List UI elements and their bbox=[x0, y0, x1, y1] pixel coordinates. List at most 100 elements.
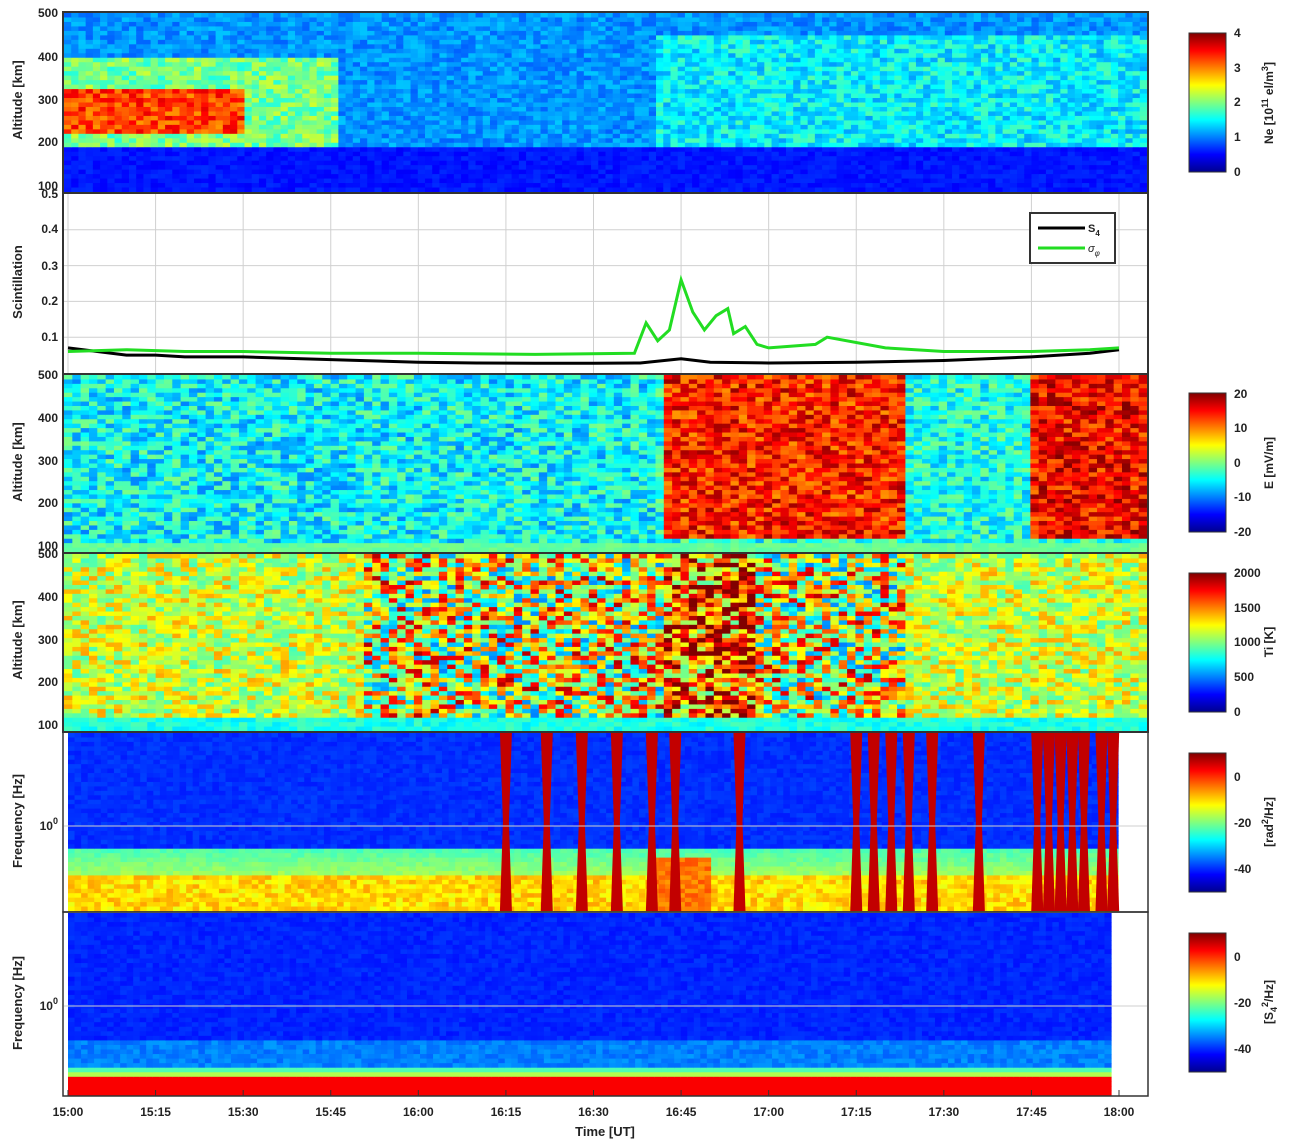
ne-cell bbox=[584, 76, 592, 81]
ne-cell bbox=[115, 35, 123, 40]
ne-cell bbox=[728, 179, 736, 184]
ne-cell bbox=[519, 31, 527, 36]
ne-cell bbox=[916, 35, 924, 40]
ne-cell bbox=[86, 89, 94, 94]
ne-cell bbox=[100, 94, 108, 99]
ne-cell bbox=[208, 125, 216, 130]
ne-cell bbox=[504, 103, 512, 108]
ne-cell bbox=[735, 40, 743, 45]
ne-cell bbox=[519, 98, 527, 103]
ne-cell bbox=[259, 62, 267, 67]
ne-cell bbox=[894, 67, 902, 72]
ne-cell bbox=[858, 98, 866, 103]
ne-cell bbox=[418, 120, 426, 125]
ne-cell bbox=[858, 22, 866, 27]
ne-cell bbox=[743, 17, 751, 22]
ne-cell bbox=[685, 67, 693, 72]
ne-cell bbox=[382, 103, 390, 108]
ne-cell bbox=[172, 17, 180, 22]
ne-cell bbox=[735, 183, 743, 188]
ne-cell bbox=[151, 26, 159, 31]
ne-cell bbox=[201, 49, 209, 54]
ne-cell bbox=[425, 111, 433, 116]
ne-cell bbox=[136, 98, 144, 103]
ne-cell bbox=[526, 161, 534, 166]
ne-cell bbox=[302, 138, 310, 143]
ne-cell bbox=[295, 94, 303, 99]
ne-cell bbox=[894, 107, 902, 112]
ne-cell bbox=[743, 13, 751, 18]
ne-cell bbox=[822, 174, 830, 179]
ne-cell bbox=[606, 174, 614, 179]
ne-cell bbox=[577, 22, 585, 27]
ne-cell bbox=[78, 147, 86, 152]
ne-cell bbox=[714, 188, 722, 193]
ne-cell bbox=[143, 53, 151, 58]
ne-cell bbox=[880, 156, 888, 161]
ne-cell bbox=[490, 62, 498, 67]
ne-cell bbox=[699, 89, 707, 94]
ne-cell bbox=[887, 31, 895, 36]
ne-cell bbox=[598, 134, 606, 139]
ne-cell bbox=[829, 67, 837, 72]
ne-cell bbox=[324, 44, 332, 49]
ne-cell bbox=[512, 129, 520, 134]
ne-cell bbox=[699, 94, 707, 99]
ne-cell bbox=[945, 35, 953, 40]
ne-cell bbox=[237, 143, 245, 148]
ne-cell bbox=[490, 152, 498, 157]
ne-cell bbox=[461, 161, 469, 166]
ne-cell bbox=[584, 80, 592, 85]
ne-cell bbox=[86, 107, 94, 112]
ne-cell bbox=[815, 111, 823, 116]
ne-cell bbox=[800, 58, 808, 63]
ne-cell bbox=[317, 35, 325, 40]
ne-cell bbox=[757, 138, 765, 143]
ne-cell bbox=[64, 22, 72, 27]
ne-cell bbox=[569, 156, 577, 161]
ne-cell bbox=[837, 111, 845, 116]
ne-cell bbox=[288, 67, 296, 72]
ne-cell bbox=[64, 58, 72, 63]
ne-cell bbox=[829, 76, 837, 81]
ne-cell bbox=[548, 89, 556, 94]
ne-cell bbox=[309, 89, 317, 94]
ne-cell bbox=[295, 174, 303, 179]
ne-cell bbox=[562, 111, 570, 116]
ne-cell bbox=[346, 120, 354, 125]
ne-cell bbox=[555, 67, 563, 72]
ne-cell bbox=[439, 111, 447, 116]
ne-cell bbox=[923, 53, 931, 58]
ne-cell bbox=[180, 161, 188, 166]
ne-cell bbox=[281, 49, 289, 54]
ne-cell bbox=[569, 147, 577, 152]
ne-cell bbox=[245, 143, 253, 148]
ne-cell bbox=[902, 156, 910, 161]
ne-cell bbox=[786, 183, 794, 188]
ne-cell bbox=[245, 170, 253, 175]
ne-cell bbox=[541, 35, 549, 40]
ne-cell bbox=[858, 116, 866, 121]
ne-cell bbox=[808, 40, 816, 45]
ne-cell bbox=[569, 188, 577, 193]
ne-cell bbox=[172, 143, 180, 148]
ne-cell bbox=[938, 179, 946, 184]
ne-cell bbox=[288, 170, 296, 175]
ne-cell bbox=[252, 179, 260, 184]
ne-cell bbox=[151, 103, 159, 108]
ne-cell bbox=[707, 103, 715, 108]
ne-cell bbox=[858, 165, 866, 170]
ne-cell bbox=[606, 138, 614, 143]
ne-cell bbox=[353, 76, 361, 81]
ne-cell bbox=[245, 147, 253, 152]
ne-cell bbox=[634, 40, 642, 45]
ne-cell bbox=[245, 58, 253, 63]
ne-cell bbox=[122, 76, 130, 81]
ne-cell bbox=[93, 165, 101, 170]
ne-cell bbox=[829, 174, 837, 179]
ne-cell bbox=[317, 129, 325, 134]
ne-cell bbox=[86, 161, 94, 166]
ne-cell bbox=[165, 85, 173, 90]
ne-cell bbox=[476, 62, 484, 67]
ne-cell bbox=[468, 143, 476, 148]
